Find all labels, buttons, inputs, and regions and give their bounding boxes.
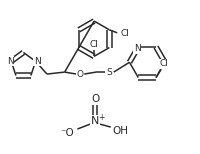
Text: Cl: Cl xyxy=(90,40,99,49)
Text: N: N xyxy=(134,44,141,53)
Text: N: N xyxy=(7,57,14,66)
Text: N: N xyxy=(34,57,40,66)
Text: O: O xyxy=(91,94,99,104)
Text: N: N xyxy=(91,116,99,126)
Text: +: + xyxy=(98,113,104,122)
Text: Cl: Cl xyxy=(121,29,130,38)
Text: S: S xyxy=(106,68,112,77)
Text: OH: OH xyxy=(113,126,129,136)
Text: ⁻O: ⁻O xyxy=(61,128,74,138)
Text: Cl: Cl xyxy=(159,59,168,68)
Text: O: O xyxy=(77,70,84,79)
